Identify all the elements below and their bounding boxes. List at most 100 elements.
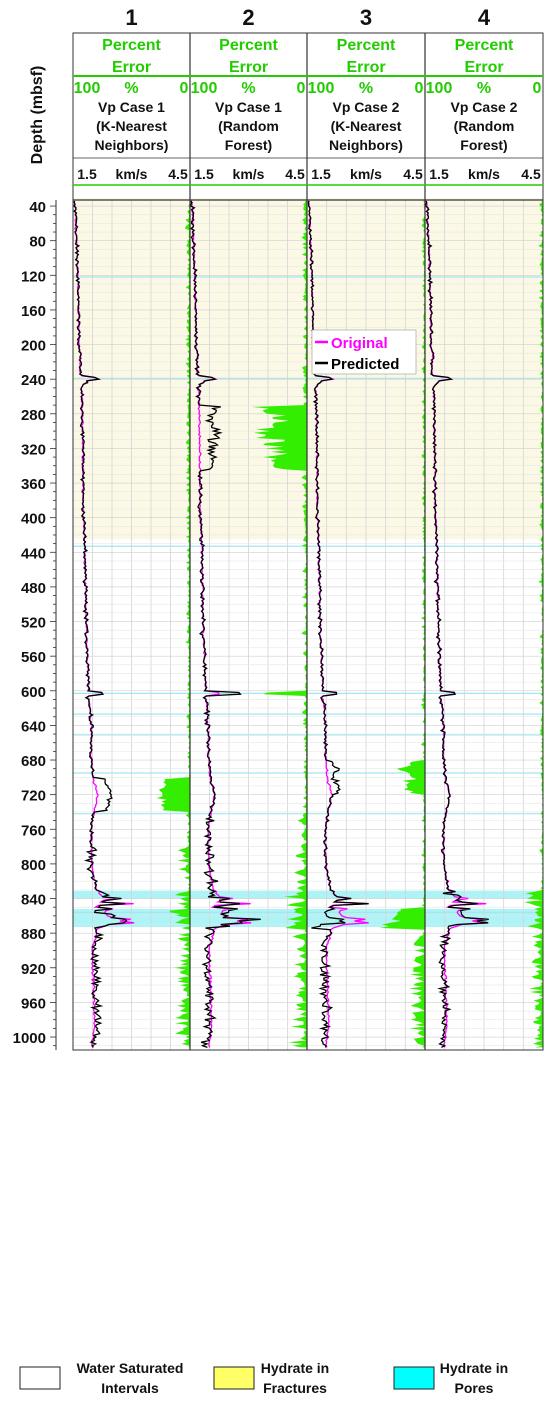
depth-tick-label: 400 [21, 511, 46, 528]
depth-tick-label: 120 [21, 268, 46, 285]
depth-tick-label: 160 [21, 303, 46, 320]
error-label: Percent [102, 37, 161, 54]
velocity-scale-unit: km/s [468, 166, 500, 182]
track-number: 4 [478, 5, 491, 30]
track-title: Forest) [225, 137, 272, 153]
depth-axis-title: Depth (mbsf) [29, 66, 46, 165]
track-title: Vp Case 2 [451, 99, 518, 115]
error-label: Percent [219, 37, 278, 54]
legend-box [311, 329, 417, 375]
interval-bands [73, 198, 543, 928]
depth-tick-label: 360 [21, 476, 46, 493]
error-label: Percent [455, 37, 514, 54]
error-scale-unit: % [477, 80, 491, 97]
error-scale-right: 0 [415, 80, 424, 97]
predicted-curve-track-2 [189, 200, 261, 1049]
legend-interval-label: Hydrate in [261, 1360, 329, 1376]
velocity-scale-left: 1.5 [77, 166, 97, 182]
velocity-scale-unit: km/s [350, 166, 382, 182]
predicted-curve-track-4 [425, 200, 489, 1048]
depth-tick-label: 440 [21, 545, 46, 562]
depth-tick-label: 640 [21, 718, 46, 735]
velocity-scale-right: 4.5 [168, 166, 188, 182]
error-scale-left: 100 [426, 80, 453, 97]
legend-interval-label: Hydrate in [440, 1360, 508, 1376]
error-scale-left: 100 [308, 80, 335, 97]
depth-tick-label: 80 [29, 234, 46, 251]
legend-label-original: Original [331, 335, 388, 352]
depth-tick-label: 960 [21, 995, 46, 1012]
track-title: Neighbors) [95, 137, 169, 153]
velocity-scale-right: 4.5 [285, 166, 305, 182]
legend-swatch-interval [213, 1366, 255, 1390]
labels: 4080120160200240280320360400440480520560… [13, 5, 542, 1047]
error-scale-right: 0 [533, 80, 542, 97]
interval-legend: Water Saturated Intervals Hydrate in Fractu… [19, 1360, 508, 1396]
track-title: Vp Case 1 [98, 99, 165, 115]
track-title: Neighbors) [329, 137, 403, 153]
velocity-scale-left: 1.5 [194, 166, 214, 182]
depth-tick-label: 320 [21, 441, 46, 458]
velocity-scale-right: 4.5 [403, 166, 423, 182]
depth-tick-label: 800 [21, 857, 46, 874]
legend-label-predicted: Predicted [331, 356, 399, 373]
predicted-curve-track-1 [73, 200, 128, 1048]
error-label: Error [464, 59, 503, 76]
depth-tick-label: 600 [21, 684, 46, 701]
track-number: 2 [242, 5, 254, 30]
depth-tick-label: 560 [21, 649, 46, 666]
depth-tick-label: 520 [21, 615, 46, 632]
error-scale-unit: % [241, 80, 255, 97]
series-legend: Original Predicted [311, 329, 417, 375]
track-number: 3 [360, 5, 372, 30]
depth-tick-label: 760 [21, 822, 46, 839]
depth-tick-label: 1000 [13, 1030, 46, 1047]
error-label: Error [229, 59, 268, 76]
legend-interval-label: Water Saturated [77, 1360, 184, 1376]
error-label: Percent [337, 37, 396, 54]
error-label: Error [112, 59, 151, 76]
legend-interval-label: Pores [455, 1380, 494, 1396]
error-scale-right: 0 [297, 80, 306, 97]
depth-tick-label: 920 [21, 961, 46, 978]
error-fill-track-3 [379, 200, 425, 1048]
error-scale-right: 0 [180, 80, 189, 97]
velocity-scale-left: 1.5 [311, 166, 331, 182]
velocity-scale-right: 4.5 [521, 166, 541, 182]
legend-interval-label: Fractures [263, 1380, 327, 1396]
hydrate-pore-band [73, 890, 543, 899]
velocity-scale-unit: km/s [233, 166, 265, 182]
depth-tick-label: 280 [21, 407, 46, 424]
velocity-scale-unit: km/s [116, 166, 148, 182]
plot-frame [72, 32, 544, 1051]
legend-swatch-interval [19, 1366, 61, 1390]
track-title: (Random [454, 118, 515, 134]
legend-area: Original Predicted Water Saturated Interval… [19, 329, 508, 1396]
legend-swatch-interval [393, 1366, 435, 1390]
grid [73, 200, 543, 1050]
error-scale-left: 100 [74, 80, 101, 97]
track-title: (K-Nearest [96, 118, 167, 134]
depth-tick-label: 680 [21, 753, 46, 770]
depth-tick-label: 480 [21, 580, 46, 597]
track-title: Forest) [460, 137, 507, 153]
depth-tick-label: 240 [21, 372, 46, 389]
track-title: Vp Case 2 [333, 99, 400, 115]
depth-tick-label: 40 [29, 199, 46, 216]
track-title: (K-Nearest [331, 118, 402, 134]
depth-tick-label: 880 [21, 926, 46, 943]
depth-tick-label: 720 [21, 788, 46, 805]
depth-tick-label: 840 [21, 892, 46, 909]
error-scale-left: 100 [191, 80, 218, 97]
track-title: (Random [218, 118, 279, 134]
depth-tick-label: 200 [21, 338, 46, 355]
error-scale-unit: % [124, 80, 138, 97]
velocity-scale-left: 1.5 [429, 166, 449, 182]
error-fill-track-1 [156, 200, 190, 1048]
error-scale-unit: % [359, 80, 373, 97]
frames [50, 32, 544, 1051]
error-fill-track-4 [524, 200, 543, 1048]
track-number: 1 [125, 5, 137, 30]
error-fill-track-2 [252, 200, 307, 1048]
